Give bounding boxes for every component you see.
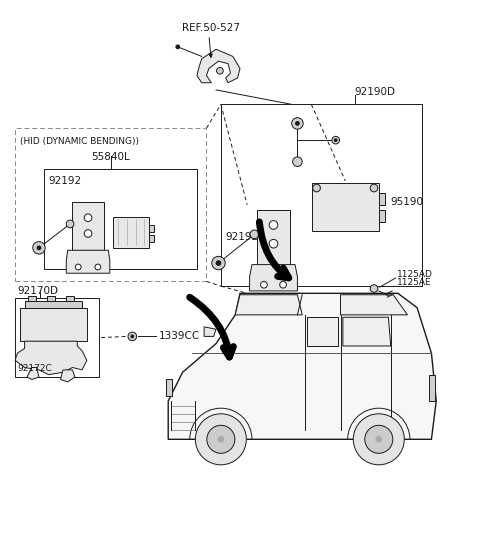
Text: REF.50-527: REF.50-527 bbox=[182, 22, 240, 33]
Text: 92192: 92192 bbox=[48, 176, 82, 186]
Circle shape bbox=[295, 121, 300, 126]
Polygon shape bbox=[235, 295, 302, 315]
Bar bbox=[20, 308, 87, 341]
Text: 1125AD: 1125AD bbox=[397, 270, 433, 279]
Circle shape bbox=[33, 241, 45, 254]
Circle shape bbox=[292, 117, 303, 129]
Polygon shape bbox=[197, 49, 240, 83]
Text: 92190D: 92190D bbox=[355, 87, 396, 97]
Text: 92192: 92192 bbox=[226, 232, 259, 242]
Circle shape bbox=[293, 157, 302, 167]
Polygon shape bbox=[204, 327, 216, 336]
Circle shape bbox=[212, 256, 225, 270]
Bar bbox=[149, 235, 154, 241]
Polygon shape bbox=[168, 293, 436, 439]
Circle shape bbox=[370, 184, 378, 192]
Circle shape bbox=[375, 436, 382, 443]
Polygon shape bbox=[343, 317, 391, 346]
Text: (HID (DYNAMIC BENDING)): (HID (DYNAMIC BENDING)) bbox=[20, 137, 139, 146]
Text: 95190: 95190 bbox=[391, 198, 424, 207]
Polygon shape bbox=[60, 370, 75, 382]
Circle shape bbox=[261, 281, 267, 288]
Circle shape bbox=[250, 230, 259, 239]
Bar bbox=[257, 209, 290, 265]
Bar bbox=[312, 183, 379, 231]
Circle shape bbox=[36, 246, 41, 250]
Bar bbox=[15, 298, 99, 377]
Circle shape bbox=[84, 214, 92, 222]
Circle shape bbox=[195, 414, 246, 465]
Polygon shape bbox=[15, 341, 87, 375]
Bar bbox=[28, 296, 36, 302]
Bar bbox=[72, 202, 104, 250]
Circle shape bbox=[216, 260, 221, 266]
Text: 1125AE: 1125AE bbox=[397, 278, 432, 287]
Circle shape bbox=[353, 414, 404, 465]
Polygon shape bbox=[66, 250, 110, 273]
Circle shape bbox=[207, 425, 235, 453]
Polygon shape bbox=[340, 295, 408, 315]
Text: 92172C: 92172C bbox=[17, 364, 52, 373]
Text: 92170D: 92170D bbox=[17, 286, 59, 296]
Circle shape bbox=[84, 230, 92, 237]
Circle shape bbox=[269, 221, 278, 229]
Circle shape bbox=[334, 138, 337, 142]
Bar bbox=[44, 169, 197, 269]
Polygon shape bbox=[250, 265, 298, 291]
Circle shape bbox=[216, 67, 223, 74]
Circle shape bbox=[131, 334, 134, 339]
Circle shape bbox=[128, 332, 137, 341]
Text: 1339CC: 1339CC bbox=[158, 332, 200, 341]
Circle shape bbox=[217, 436, 224, 443]
Bar bbox=[379, 193, 384, 205]
Bar bbox=[166, 380, 171, 396]
Bar bbox=[113, 217, 149, 248]
Bar bbox=[149, 224, 154, 232]
Circle shape bbox=[269, 239, 278, 248]
Circle shape bbox=[365, 425, 393, 453]
Circle shape bbox=[313, 184, 321, 192]
Polygon shape bbox=[307, 317, 338, 346]
Circle shape bbox=[95, 264, 101, 270]
Circle shape bbox=[332, 136, 339, 144]
Text: 55840L: 55840L bbox=[91, 152, 130, 162]
Bar bbox=[221, 104, 422, 286]
Bar bbox=[379, 209, 384, 222]
Bar bbox=[15, 128, 206, 281]
Circle shape bbox=[370, 285, 378, 293]
Bar bbox=[24, 301, 82, 308]
Circle shape bbox=[280, 281, 287, 288]
Polygon shape bbox=[27, 367, 39, 380]
Bar bbox=[429, 375, 435, 401]
Bar bbox=[47, 296, 55, 302]
Bar bbox=[66, 296, 74, 302]
Circle shape bbox=[75, 264, 81, 270]
Circle shape bbox=[66, 220, 74, 228]
Circle shape bbox=[175, 44, 180, 49]
